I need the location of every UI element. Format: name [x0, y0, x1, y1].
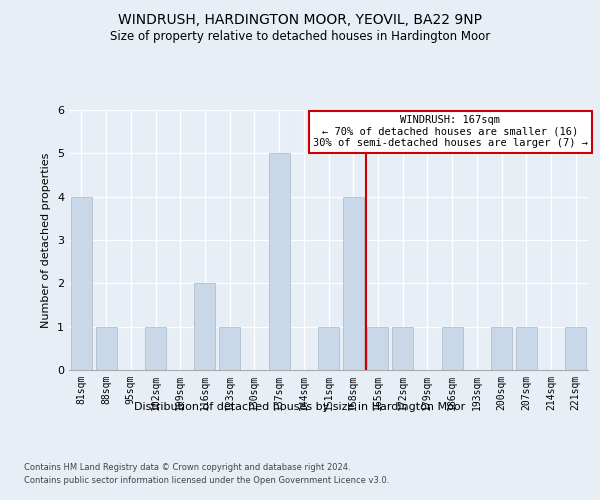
Bar — [318, 326, 339, 370]
Bar — [516, 326, 537, 370]
Text: Distribution of detached houses by size in Hardington Moor: Distribution of detached houses by size … — [134, 402, 466, 412]
Bar — [269, 154, 290, 370]
Bar — [145, 326, 166, 370]
Bar — [343, 196, 364, 370]
Bar — [194, 284, 215, 370]
Bar — [392, 326, 413, 370]
Text: Contains public sector information licensed under the Open Government Licence v3: Contains public sector information licen… — [24, 476, 389, 485]
Bar — [219, 326, 240, 370]
Bar — [442, 326, 463, 370]
Text: WINDRUSH: 167sqm
← 70% of detached houses are smaller (16)
30% of semi-detached : WINDRUSH: 167sqm ← 70% of detached house… — [313, 115, 588, 148]
Bar — [565, 326, 586, 370]
Text: WINDRUSH, HARDINGTON MOOR, YEOVIL, BA22 9NP: WINDRUSH, HARDINGTON MOOR, YEOVIL, BA22 … — [118, 12, 482, 26]
Bar — [367, 326, 388, 370]
Bar — [71, 196, 92, 370]
Text: Contains HM Land Registry data © Crown copyright and database right 2024.: Contains HM Land Registry data © Crown c… — [24, 462, 350, 471]
Text: Size of property relative to detached houses in Hardington Moor: Size of property relative to detached ho… — [110, 30, 490, 43]
Bar — [95, 326, 116, 370]
Bar — [491, 326, 512, 370]
Y-axis label: Number of detached properties: Number of detached properties — [41, 152, 52, 328]
